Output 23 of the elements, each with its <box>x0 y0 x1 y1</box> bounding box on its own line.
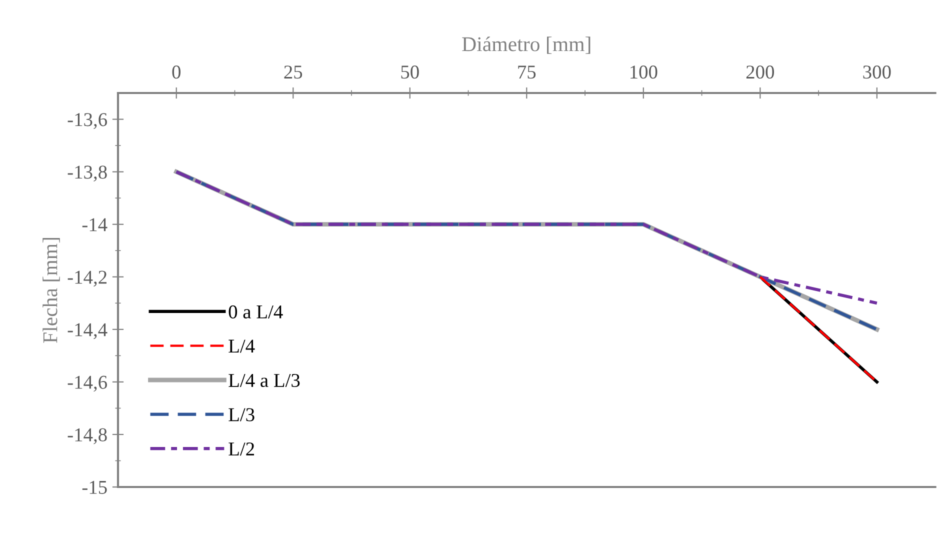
y-tick-label: -14 <box>82 218 108 232</box>
x-tick-label: 0 <box>172 66 180 79</box>
y-tick-label: -14,8 <box>68 428 107 444</box>
x-tick-label: 100 <box>630 66 658 79</box>
y-tick-label: -13,8 <box>68 166 107 182</box>
y-tick-label: -14,2 <box>68 270 107 287</box>
x-tick-label: 25 <box>284 66 302 79</box>
x-tick-label: 300 <box>863 66 891 79</box>
x-axis-title: Diámetro [mm] <box>462 36 590 54</box>
legend-label: L/3 <box>228 408 254 422</box>
legend-label: L/4 a L/3 <box>228 374 300 388</box>
x-tick-label: 75 <box>518 66 536 79</box>
x-tick-label: 200 <box>746 66 774 79</box>
x-tick-label: 50 <box>401 66 419 79</box>
y-tick-label: -13,6 <box>68 113 108 130</box>
legend-label: L/2 <box>228 442 254 456</box>
y-tick-label: -14,6 <box>68 376 108 392</box>
y-tick-label: -14,4 <box>68 323 108 340</box>
y-tick-label: -15 <box>82 480 107 494</box>
line-series <box>174 170 878 305</box>
legend-label: L/4 <box>228 340 255 353</box>
legend-label: 0 a L/4 <box>228 305 283 318</box>
y-axis-title: Flecha [mm] <box>42 238 60 343</box>
